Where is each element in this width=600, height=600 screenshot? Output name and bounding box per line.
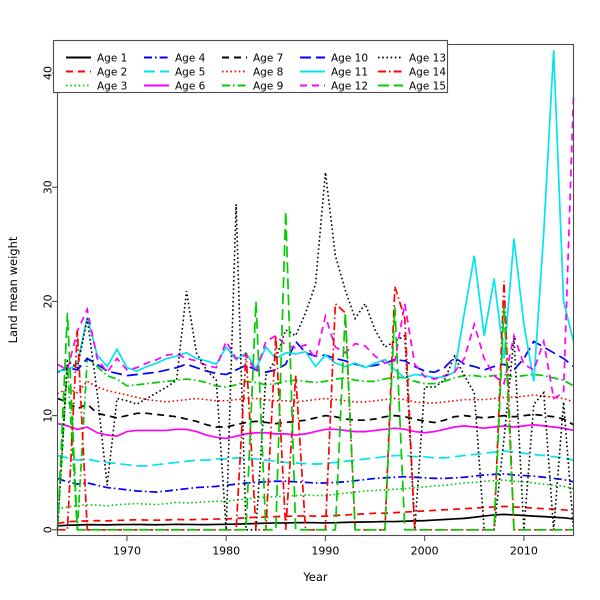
x-tick-label: 1990 xyxy=(311,545,339,558)
x-tick-label: 2000 xyxy=(411,545,439,558)
series-line-age-1 xyxy=(57,513,574,527)
legend-label: Age 14 xyxy=(409,66,446,78)
series-layer xyxy=(56,50,575,531)
y-tick-label: 20 xyxy=(41,294,54,308)
legend-item-age-1[interactable]: Age 1 xyxy=(66,52,127,64)
legend-item-age-2[interactable]: Age 2 xyxy=(66,66,127,78)
series-line-age-5 xyxy=(57,450,574,467)
legend-item-age-10[interactable]: Age 10 xyxy=(300,52,368,64)
legend-label: Age 10 xyxy=(331,52,368,64)
series-line-age-9 xyxy=(56,356,574,530)
series-line-age-8 xyxy=(57,380,574,404)
legend-item-age-7[interactable]: Age 7 xyxy=(222,52,283,64)
legend-label: Age 4 xyxy=(175,52,206,64)
x-tick-label: 1970 xyxy=(113,545,141,558)
y-tick-label: 40 xyxy=(41,66,54,80)
x-axis-title: Year xyxy=(302,570,328,584)
y-tick-label: 0 xyxy=(41,526,54,533)
legend-label: Age 9 xyxy=(253,80,283,92)
series-line-age-2 xyxy=(57,505,574,525)
y-axis-title: Land mean weight xyxy=(6,236,20,343)
legend-item-age-6[interactable]: Age 6 xyxy=(144,80,206,92)
legend-label: Age 3 xyxy=(97,80,127,92)
legend-label: Age 13 xyxy=(409,52,446,64)
legend-label: Age 12 xyxy=(331,80,368,92)
legend-item-age-13[interactable]: Age 13 xyxy=(378,52,446,64)
legend-label: Age 6 xyxy=(175,80,206,92)
legend-label: Age 7 xyxy=(253,52,283,64)
series-line-age-15 xyxy=(56,211,574,531)
series-line-age-6 xyxy=(57,422,574,440)
legend-item-age-5[interactable]: Age 5 xyxy=(144,66,205,78)
legend-label: Age 1 xyxy=(97,52,127,64)
x-tick-label: 2010 xyxy=(510,545,538,558)
legend-item-age-8[interactable]: Age 8 xyxy=(222,66,283,78)
legend-item-age-15[interactable]: Age 15 xyxy=(378,80,446,92)
series-line-age-7 xyxy=(57,397,574,428)
legend-item-age-12[interactable]: Age 12 xyxy=(300,80,368,92)
legend-label: Age 11 xyxy=(331,66,368,78)
legend-item-age-9[interactable]: Age 9 xyxy=(222,80,283,92)
legend-item-age-4[interactable]: Age 4 xyxy=(144,52,206,64)
series-line-age-4 xyxy=(57,472,574,493)
legend-box xyxy=(52,39,449,94)
legend-item-age-3[interactable]: Age 3 xyxy=(66,80,127,92)
legend-label: Age 2 xyxy=(97,66,127,78)
legend-item-age-14[interactable]: Age 14 xyxy=(378,66,446,78)
series-line-age-11 xyxy=(57,50,575,382)
y-tick-label: 10 xyxy=(41,409,54,423)
legend-item-age-11[interactable]: Age 11 xyxy=(300,66,368,78)
y-tick-label: 30 xyxy=(41,180,54,194)
legend-label: Age 5 xyxy=(175,66,205,78)
legend-layer[interactable]: Age 1 Age 2 Age 3 Age 4 Age 5 Age 6 Age 7 Age 8… xyxy=(52,39,449,94)
axes-layer: 1970 1980 1990 2000 2010 0 10 20 30 40 Year Land me… xyxy=(6,43,575,584)
legend-label: Age 15 xyxy=(409,80,446,92)
x-tick-label: 1980 xyxy=(212,545,240,558)
legend-label: Age 8 xyxy=(253,66,283,78)
